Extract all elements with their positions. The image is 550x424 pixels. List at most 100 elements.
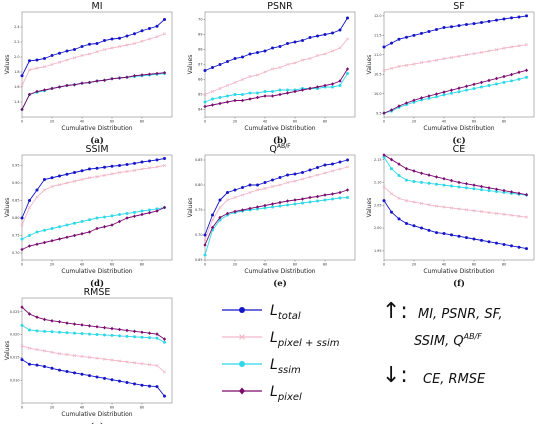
- data-point: [125, 169, 129, 173]
- series-line: [21, 325, 165, 343]
- x-tick-label: 0: [21, 263, 23, 267]
- data-point: [442, 93, 446, 97]
- data-point: [147, 72, 152, 77]
- y-tick-label: 0.70: [195, 233, 203, 237]
- data-point: [382, 45, 386, 49]
- data-point: [35, 89, 39, 94]
- data-point: [472, 52, 476, 56]
- series-ssim: [382, 75, 528, 115]
- series-pixel_ssim: [20, 344, 167, 374]
- data-point: [163, 18, 166, 21]
- data-point: [480, 85, 483, 89]
- data-point: [50, 330, 54, 334]
- data-point: [457, 207, 461, 211]
- data-point: [88, 167, 91, 171]
- data-point: [95, 79, 99, 83]
- data-point: [330, 49, 335, 53]
- data-point: [80, 372, 84, 376]
- data-point: [300, 88, 305, 92]
- data-point: [480, 21, 483, 24]
- data-point: [263, 94, 267, 98]
- data-point: [103, 39, 106, 42]
- data-point: [95, 375, 99, 379]
- data-point: [80, 354, 84, 358]
- subplot-title: PSNR: [267, 1, 293, 12]
- plot-frame: [21, 297, 173, 404]
- data-point: [502, 190, 506, 194]
- data-point: [35, 348, 39, 352]
- data-point: [509, 45, 514, 49]
- legend-item-pixel_ssim: Lpixel + ssim: [222, 330, 340, 349]
- data-point: [95, 175, 99, 179]
- data-point: [57, 352, 62, 356]
- data-point: [509, 213, 514, 217]
- data-point: [338, 167, 342, 171]
- data-point: [233, 93, 237, 96]
- data-point: [270, 94, 275, 98]
- data-point: [502, 188, 506, 193]
- data-point: [155, 24, 159, 28]
- data-point: [472, 187, 476, 191]
- data-point: [210, 218, 215, 222]
- data-point: [390, 41, 393, 45]
- series-ssim: [20, 206, 166, 241]
- data-point: [346, 158, 349, 162]
- series-pixel_ssim: [203, 165, 350, 242]
- data-point: [248, 74, 252, 79]
- data-point: [316, 166, 319, 169]
- data-point: [465, 236, 468, 240]
- data-point: [203, 100, 207, 104]
- data-point: [427, 59, 431, 63]
- y-tick-label: 0.75: [195, 208, 203, 212]
- data-point: [494, 187, 499, 192]
- data-point: [73, 171, 76, 174]
- series-ssim: [203, 196, 349, 257]
- data-point: [50, 319, 54, 323]
- data-point: [278, 204, 282, 208]
- data-point: [95, 333, 99, 337]
- data-point: [50, 238, 54, 243]
- data-point: [449, 88, 454, 92]
- data-point: [248, 91, 252, 95]
- data-point: [434, 92, 439, 96]
- y-tick-label: 64: [198, 108, 202, 112]
- data-point: [345, 188, 350, 192]
- data-point: [102, 173, 107, 177]
- data-point: [88, 218, 91, 222]
- data-point: [95, 216, 99, 220]
- data-point: [162, 32, 167, 36]
- data-point: [35, 230, 39, 234]
- legend-label: Lssim: [270, 357, 301, 376]
- data-point: [155, 207, 159, 211]
- y-axis-label: Values: [4, 341, 11, 361]
- series-pixel: [20, 205, 167, 252]
- data-point: [263, 203, 267, 208]
- data-point: [404, 63, 409, 67]
- data-point: [147, 37, 152, 41]
- data-point: [464, 84, 469, 89]
- data-point: [27, 346, 32, 350]
- data-point: [155, 35, 159, 39]
- data-point: [102, 357, 107, 361]
- x-tick-label: 40: [442, 120, 446, 124]
- data-point: [494, 76, 499, 81]
- series-total: [203, 16, 349, 72]
- plot-frame: [21, 154, 173, 261]
- data-point: [218, 101, 222, 106]
- y-tick-label: 1.4: [14, 100, 19, 104]
- series-pixel: [203, 188, 350, 247]
- data-point: [210, 103, 215, 107]
- data-point: [155, 385, 159, 389]
- x-tick-label: 60: [472, 263, 476, 267]
- data-point: [517, 77, 521, 81]
- data-point: [27, 92, 32, 97]
- data-point: [300, 58, 305, 62]
- data-point: [20, 83, 24, 88]
- data-point: [420, 180, 423, 184]
- data-point: [293, 198, 297, 202]
- data-point: [524, 215, 529, 219]
- up-metrics-line2: SSIM, QAB/F: [414, 332, 482, 349]
- data-point: [57, 319, 62, 324]
- data-point: [338, 84, 342, 87]
- data-point: [42, 240, 47, 245]
